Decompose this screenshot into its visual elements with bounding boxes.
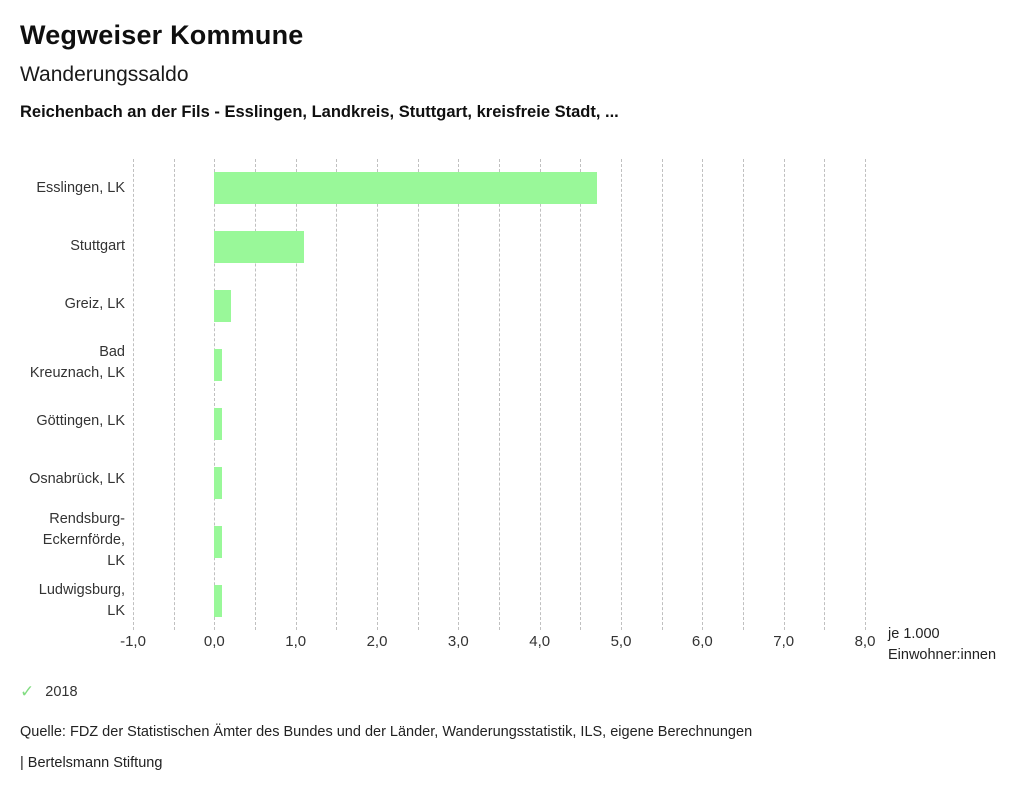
x-tick-label: -1,0 xyxy=(120,633,146,650)
category-label: Rendsburg-Eckernförde, LK xyxy=(42,510,125,569)
x-tick-label: 0,0 xyxy=(203,633,225,650)
gridline xyxy=(824,159,826,630)
gridline xyxy=(377,159,378,630)
gridline xyxy=(458,159,460,630)
branding-text: | Bertelsmann Stiftung xyxy=(20,755,163,771)
gridline xyxy=(580,159,582,630)
axis-unit-line1: je 1.000 xyxy=(888,626,940,642)
axis-unit-line2: Einwohner:innen xyxy=(888,647,997,663)
x-tick-label: 4,0 xyxy=(529,633,551,650)
category-label: Greiz, LK xyxy=(64,296,125,313)
category-label: Ludwigsburg, LK xyxy=(38,581,125,619)
x-tick-label: 6,0 xyxy=(691,633,713,650)
category-labels: Esslingen, LK Stuttgart Greiz, LK Bad Kreuz… xyxy=(23,159,125,630)
x-tick-label: 2,0 xyxy=(366,633,388,650)
x-tick-label: 8,0 xyxy=(854,633,876,650)
region-selection-label: Reichenbach an der Fils - Esslingen, Lan… xyxy=(20,103,619,121)
bar[interactable] xyxy=(214,231,304,264)
gridline xyxy=(661,159,663,630)
gridline xyxy=(133,159,134,630)
gridline xyxy=(173,159,175,630)
category-label: Stuttgart xyxy=(70,237,125,254)
x-tick-label: 1,0 xyxy=(285,633,307,650)
legend-item-2018[interactable]: ✓ 2018 xyxy=(20,683,78,700)
gridline xyxy=(539,159,541,630)
x-tick-label: 7,0 xyxy=(773,633,795,650)
bar[interactable] xyxy=(214,525,223,558)
gridline xyxy=(255,159,256,630)
gridline xyxy=(783,159,785,630)
checkmark-icon: ✓ xyxy=(20,682,35,701)
category-label: Göttingen, LK xyxy=(36,412,125,429)
gridline xyxy=(336,159,338,630)
x-axis: -1,0 0,0 1,0 2,0 3,0 4,0 5,0 6,0 7,0 8,0 xyxy=(120,633,875,653)
bar[interactable] xyxy=(214,349,223,382)
gridline xyxy=(743,159,744,630)
gridline xyxy=(295,159,297,630)
chart-title: Wanderungssaldo xyxy=(20,63,189,86)
bar[interactable] xyxy=(214,290,231,323)
plot-area xyxy=(133,159,866,630)
category-label: Osnabrück, LK xyxy=(29,471,125,488)
gridline xyxy=(214,159,216,630)
source-text: Quelle: FDZ der Statistischen Ämter des … xyxy=(20,724,753,740)
category-label: Esslingen, LK xyxy=(36,179,125,196)
gridline xyxy=(865,159,866,630)
gridline xyxy=(621,159,622,630)
x-tick-label: 5,0 xyxy=(610,633,632,650)
x-tick-label: 3,0 xyxy=(447,633,469,650)
gridline xyxy=(417,159,419,630)
bar[interactable] xyxy=(214,172,597,205)
category-label: Bad Kreuznach, LK xyxy=(29,343,125,381)
bar[interactable] xyxy=(214,584,223,617)
gridline xyxy=(499,159,500,630)
page-title: Wegweiser Kommune xyxy=(20,20,304,50)
bar[interactable] xyxy=(214,407,223,440)
gridline xyxy=(702,159,704,630)
legend-label: 2018 xyxy=(45,683,78,700)
bar[interactable] xyxy=(214,466,223,499)
axis-unit-label: je 1.000 Einwohner:innen xyxy=(888,624,996,666)
